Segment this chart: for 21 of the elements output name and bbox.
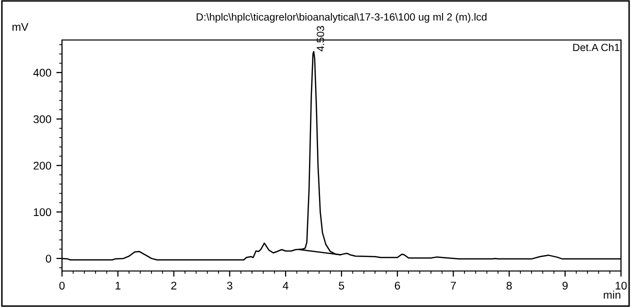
x-tick-label: 0 (59, 282, 65, 290)
annotation: Det.A Ch1 (573, 43, 620, 52)
x-tick-label: 6 (394, 282, 400, 290)
x-tick-label: 10 (616, 282, 627, 290)
y-axis-title: mV (12, 23, 28, 31)
x-tick-label: 8 (506, 282, 512, 290)
x-tick-label: 4 (282, 282, 288, 290)
x-tick-label: 7 (450, 282, 456, 290)
x-tick-label: 3 (227, 282, 232, 290)
x-tick-label: 1 (116, 282, 120, 290)
x-tick-label: 9 (562, 282, 568, 290)
x-tick-label: 5 (338, 282, 344, 290)
chart-title: D:\hplc\hplc\ticagrelor\bioanalytical\17-3-16\100 ug ml 2 (m).lcd (196, 13, 486, 23)
x-axis-title: min (604, 290, 620, 299)
y-tick-label: 300 (33, 115, 52, 124)
annotation: 4.503 (316, 26, 324, 52)
x-tick-label: 2 (171, 282, 176, 290)
y-tick-label: 400 (33, 68, 52, 77)
y-tick-label: 0 (46, 254, 52, 263)
y-tick-label: 200 (34, 162, 52, 170)
y-tick-label: 100 (34, 208, 52, 216)
